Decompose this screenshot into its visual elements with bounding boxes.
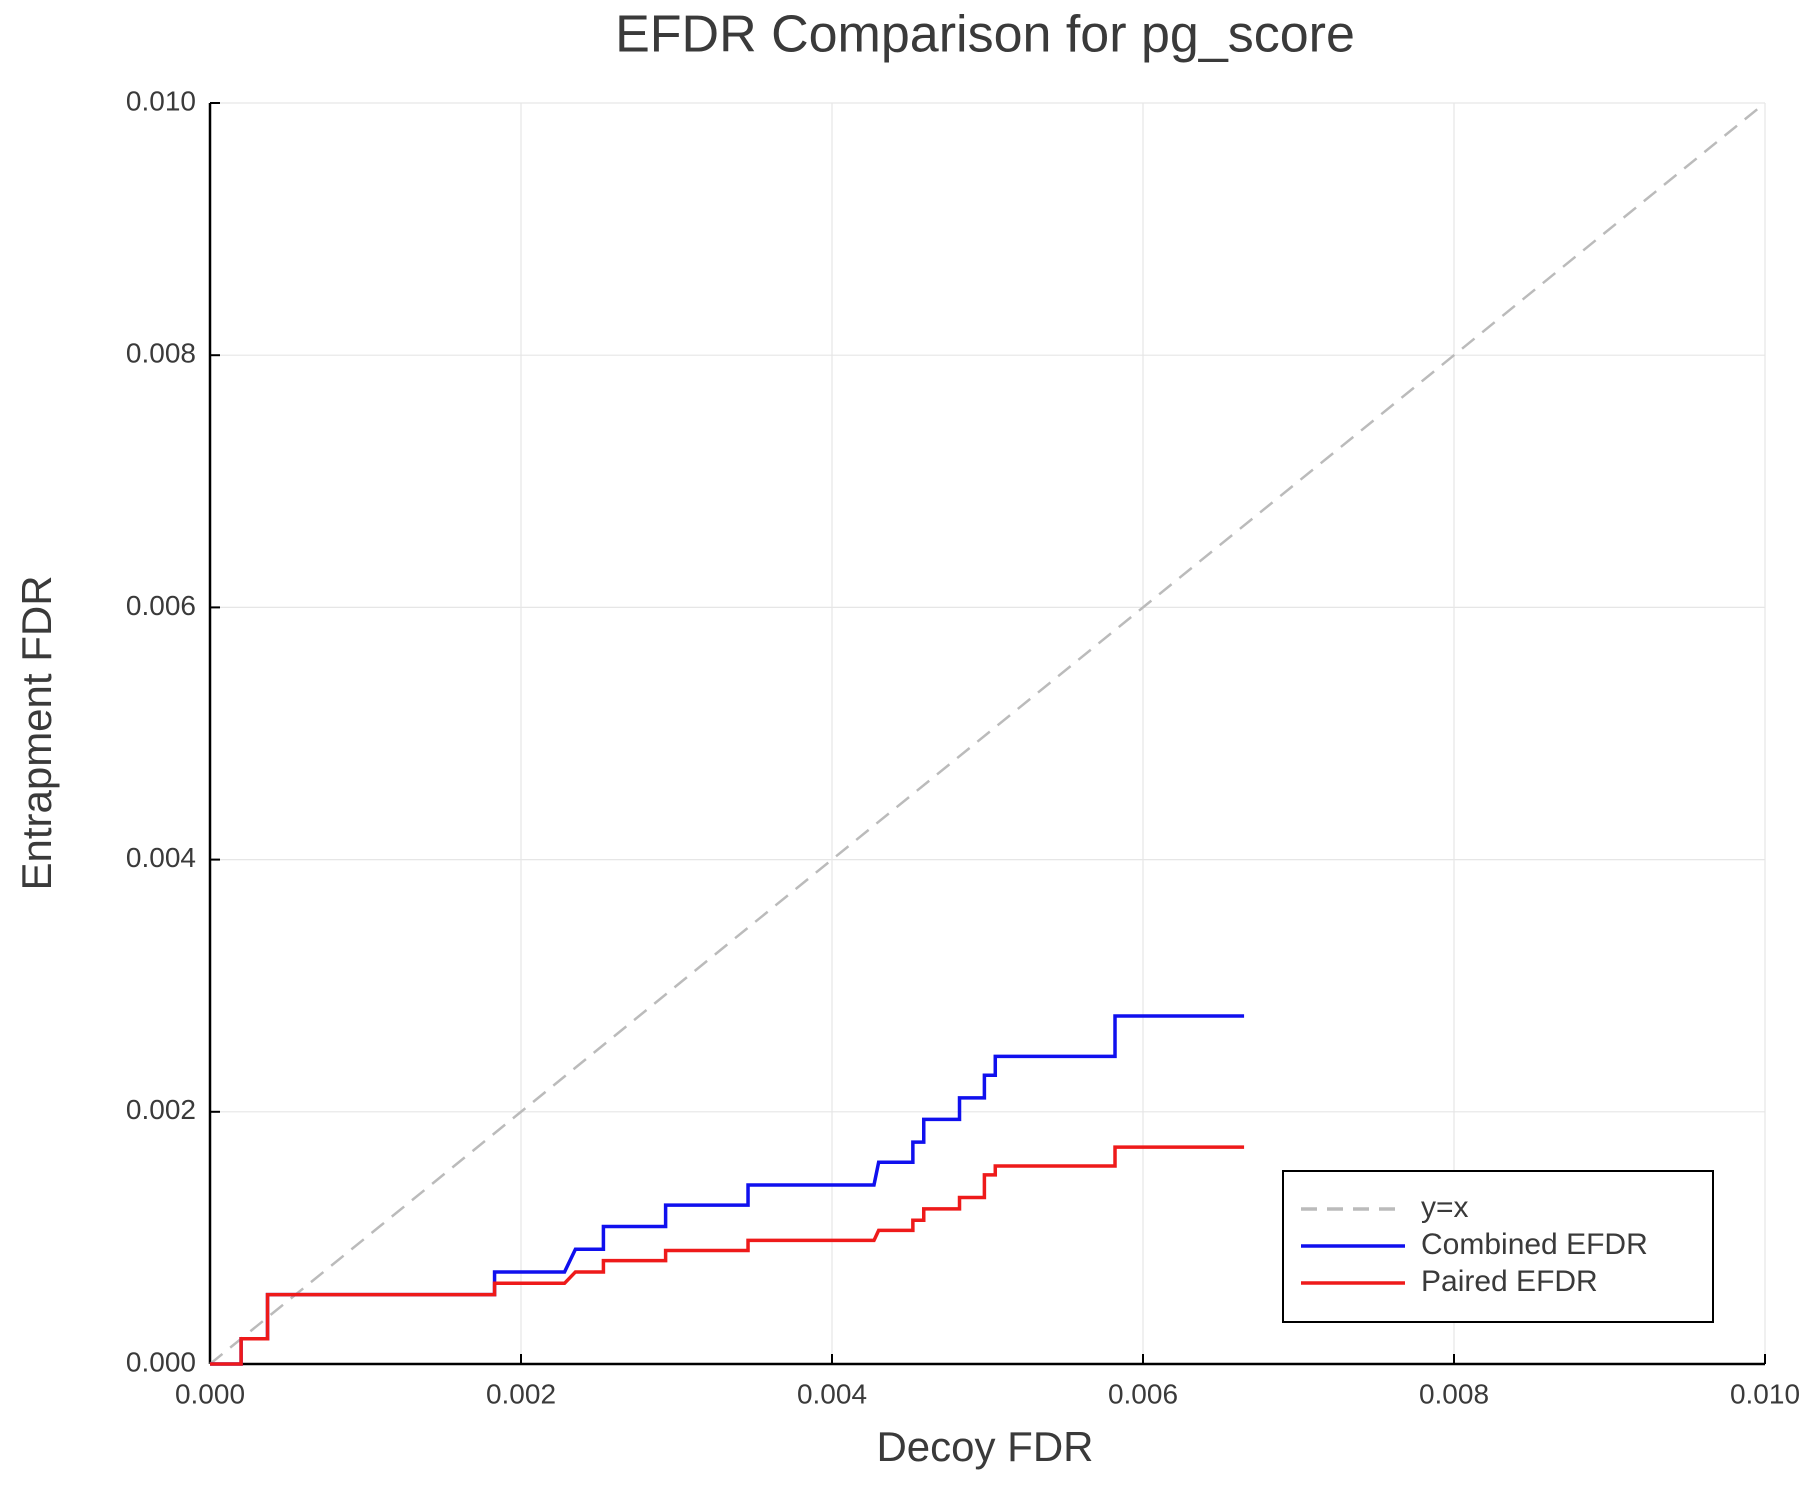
x-tick-label: 0.002 [486,1378,556,1409]
x-axis-label: Decoy FDR [876,1423,1093,1470]
y-axis-label: Entrapment FDR [13,575,60,890]
y-tick-label: 0.008 [126,338,196,369]
y-tick-label: 0.004 [126,842,196,873]
series-line [210,1014,1245,1366]
y-tick-label: 0.002 [126,1094,196,1125]
legend-label: Combined EFDR [1421,1228,1648,1261]
x-tick-label: 0.006 [1108,1378,1178,1409]
y-tick-label: 0.006 [126,590,196,621]
x-tick-label: 0.010 [1730,1378,1800,1409]
series-line [210,1145,1245,1366]
legend-label: y=x [1421,1191,1469,1224]
x-tick-label: 0.004 [797,1378,867,1409]
y-tick-label: 0.010 [126,85,196,116]
x-tick-label: 0.008 [1419,1378,1489,1409]
legend-label: Paired EFDR [1421,1265,1598,1298]
x-tick-label: 0.000 [175,1378,245,1409]
y-tick-label: 0.000 [126,1346,196,1377]
chart-title: EFDR Comparison for pg_score [615,6,1355,64]
series-line [209,102,1766,1365]
